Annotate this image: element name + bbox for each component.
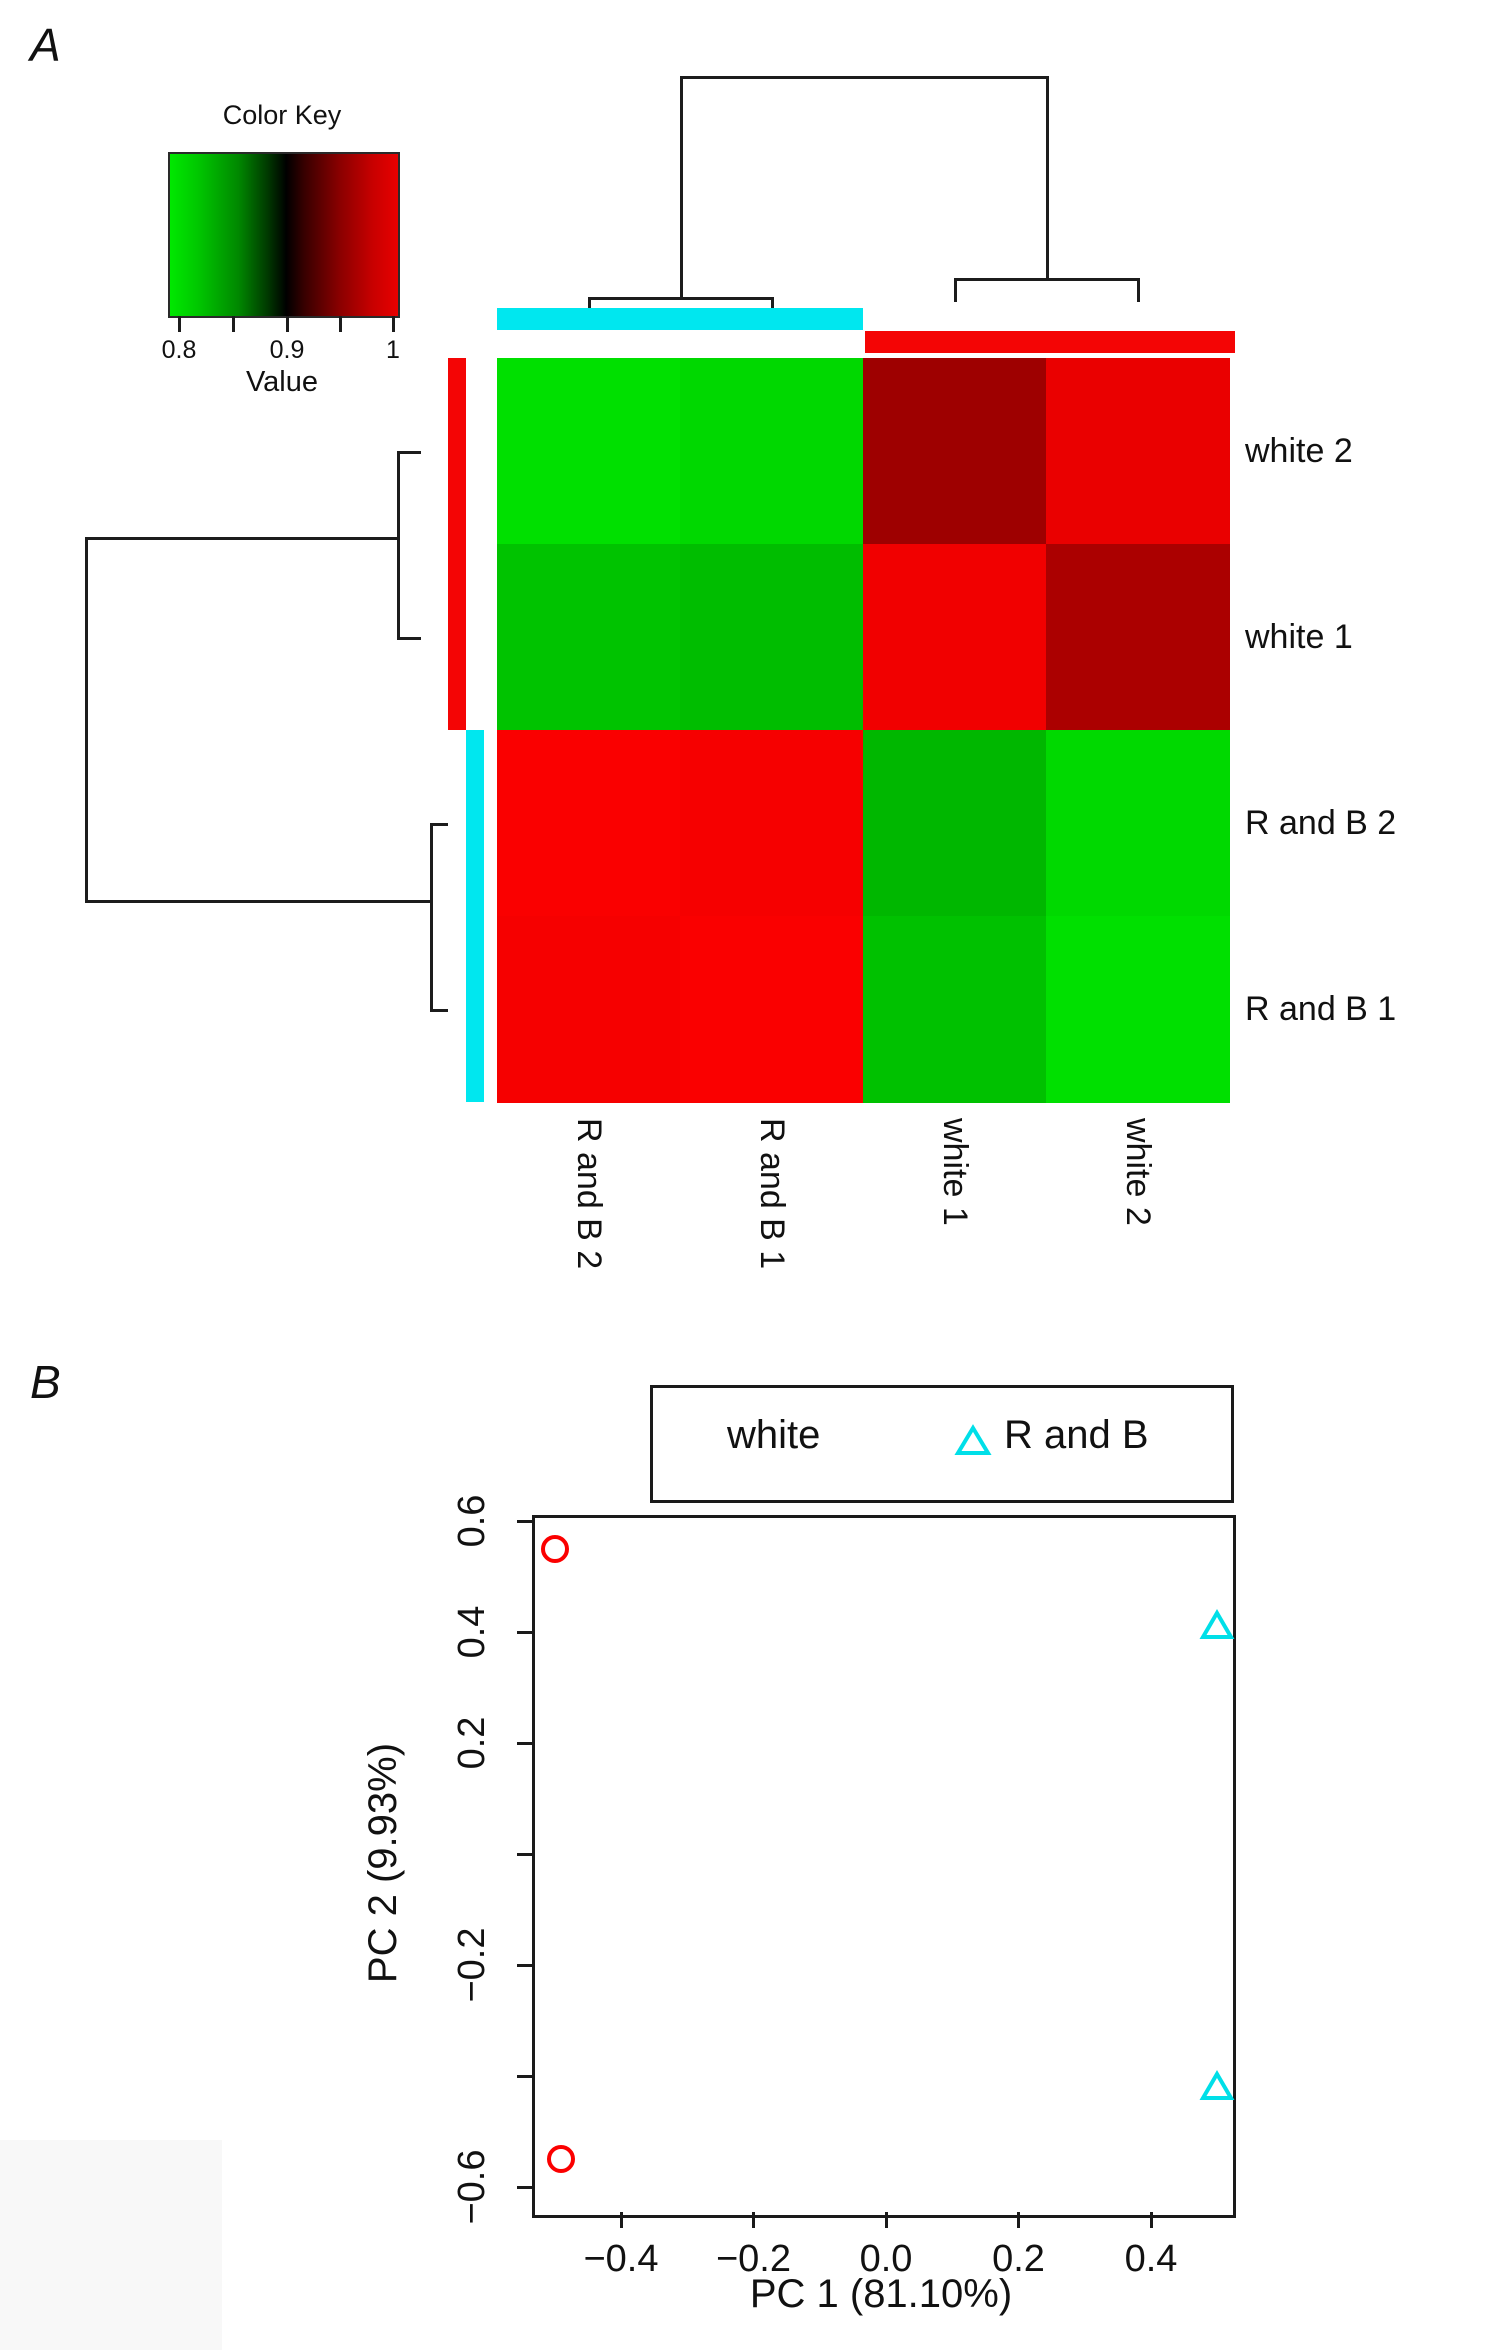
scatter-point-white [547, 2145, 576, 2174]
x-axis-tick [752, 2212, 755, 2228]
color-key-tick [339, 316, 342, 332]
column-sidebar-cyan [497, 308, 863, 330]
panel-b-label: B [30, 1356, 61, 1408]
legend-triangle-marker [954, 1424, 992, 1455]
row-dendrogram-cluster1-bar [397, 451, 400, 640]
y-axis-tick [517, 1852, 532, 1856]
x-axis-tick [884, 2212, 888, 2228]
heatmap-row-label: R and B 2 [1245, 804, 1397, 842]
heatmap-cell [1046, 916, 1230, 1103]
col-dendrogram-leaf [588, 297, 591, 311]
heatmap-cell [863, 544, 1047, 731]
color-key-tick [392, 316, 395, 332]
x-axis-tick-label: 0.4 [1124, 2238, 1178, 2280]
pca-plot-box [532, 1515, 1236, 2218]
col-dendrogram-leaf [771, 297, 774, 311]
heatmap-cell [497, 358, 681, 545]
legend-box [650, 1385, 1234, 1503]
heatmap-cell [497, 916, 681, 1103]
y-axis-tick [517, 1519, 532, 1523]
y-axis-label: PC 2 (9.93%) [361, 1742, 405, 1984]
legend-label-white: white [727, 1413, 821, 1457]
col-dendrogram-cluster1-bar [588, 297, 774, 300]
heatmap-cell [1046, 730, 1230, 917]
x-axis-label: PC 1 (81.10%) [749, 2272, 1013, 2316]
y-axis-tick [517, 2074, 532, 2078]
x-axis-tick-label: −0.2 [715, 2238, 792, 2280]
color-key-gradient [168, 152, 400, 318]
heatmap-cell [863, 358, 1047, 545]
color-key-tick-label: 0.9 [269, 336, 305, 364]
heatmap-column-label: R and B 2 [569, 1118, 608, 1270]
color-key-tick [286, 316, 289, 332]
row-dendrogram-top-branch [85, 537, 399, 540]
heatmap-column-label: R and B 1 [752, 1118, 791, 1270]
y-axis-tick-label: 0.2 [451, 1716, 493, 1770]
row-sidebar-cyan [466, 730, 484, 1102]
row-dendrogram-bottom-branch [85, 900, 433, 903]
color-key-tick-label: 0.8 [161, 336, 197, 364]
x-axis-tick [1017, 2212, 1020, 2228]
color-key-axis-label: Value [245, 366, 319, 398]
heatmap-cell [863, 730, 1047, 917]
heatmap-column-label: white 2 [1118, 1118, 1157, 1226]
heatmap-row-label: white 1 [1245, 618, 1353, 656]
row-dendrogram-cluster2-bar [430, 823, 433, 1012]
heatmap-cell [680, 730, 864, 917]
row-dendrogram-leaf [397, 451, 421, 454]
scatter-point-r-and-b [1199, 1609, 1235, 1640]
background-artifact [0, 2140, 222, 2350]
heatmap-cell [863, 916, 1047, 1103]
row-dendrogram-leaf [430, 1009, 448, 1012]
col-dendrogram-leaf [1137, 278, 1140, 302]
y-axis-tick [517, 1630, 532, 1634]
heatmap-cell [680, 544, 864, 731]
y-axis-tick [517, 1963, 532, 1967]
panel-a-label: A [30, 19, 61, 71]
heatmap-cell [680, 916, 864, 1103]
x-axis-tick [619, 2212, 623, 2228]
heatmap-row-label: R and B 1 [1245, 990, 1397, 1028]
col-dendrogram-right-branch [1046, 76, 1049, 281]
x-axis-tick [1149, 2212, 1153, 2228]
col-dendrogram-left-branch [680, 76, 683, 300]
y-axis-tick-label: −0.6 [451, 2149, 493, 2225]
heatmap-cell [497, 730, 681, 917]
heatmap-column-label: white 1 [935, 1118, 974, 1226]
y-axis-tick-label: −0.2 [451, 1927, 493, 2003]
scatter-point-white [540, 1534, 569, 1563]
heatmap-cell [497, 544, 681, 731]
heatmap-cell [680, 358, 864, 545]
col-dendrogram-leaf [954, 278, 957, 302]
color-key-tick-label: 1 [386, 336, 400, 364]
y-axis-tick-label: 0.6 [451, 1494, 493, 1548]
scatter-point-r-and-b [1199, 2070, 1235, 2101]
col-dendrogram-root-bar [680, 76, 1049, 79]
row-dendrogram-root-bar [85, 537, 88, 903]
row-sidebar-red [448, 358, 466, 730]
row-dendrogram-leaf [397, 637, 421, 640]
y-axis-tick [517, 1741, 532, 1745]
color-key-title: Color Key [222, 100, 342, 130]
heatmap-row-label: white 2 [1245, 432, 1353, 470]
x-axis-tick-label: −0.4 [583, 2238, 659, 2280]
y-axis-tick [517, 2185, 532, 2189]
column-sidebar-red [865, 331, 1235, 353]
y-axis-tick-label: 0.4 [451, 1605, 493, 1659]
x-axis-tick-label: 0.0 [859, 2238, 913, 2280]
row-dendrogram-leaf [430, 823, 448, 826]
x-axis-tick-label: 0.2 [992, 2238, 1045, 2280]
color-key-tick [178, 316, 181, 332]
color-key-tick [232, 316, 235, 332]
heatmap-cell [1046, 544, 1230, 731]
col-dendrogram-cluster2-bar [954, 278, 1140, 281]
legend-label-r-and-b: R and B [1004, 1413, 1149, 1457]
heatmap-cell [1046, 358, 1230, 545]
